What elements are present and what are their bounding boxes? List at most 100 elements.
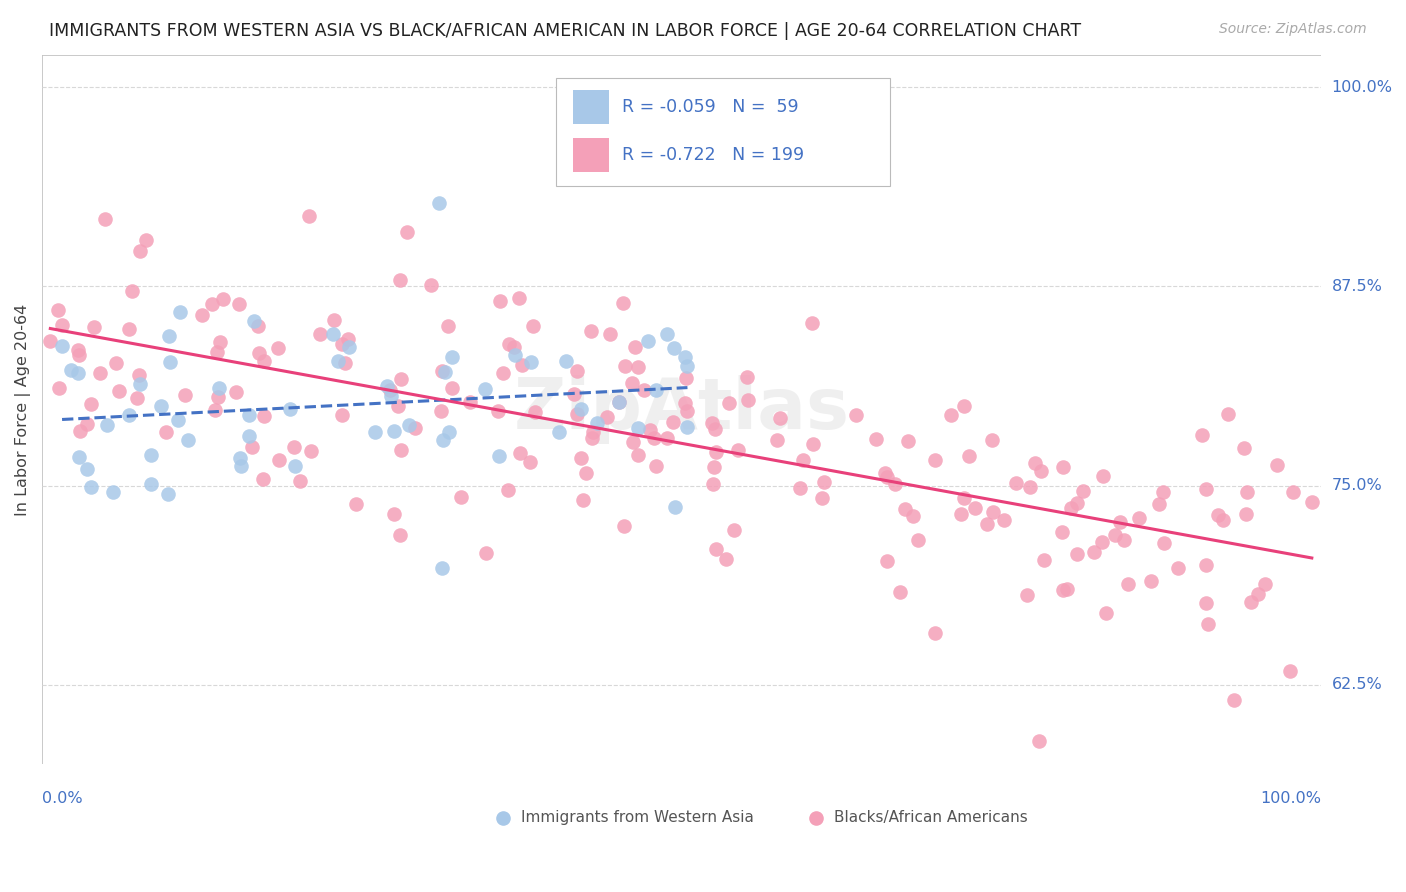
Point xyxy=(330,408,353,422)
Point xyxy=(1050,524,1073,539)
Point xyxy=(1118,577,1140,591)
Point xyxy=(612,296,634,310)
Point xyxy=(141,449,163,463)
Point xyxy=(702,477,724,491)
Point xyxy=(621,376,644,390)
Point xyxy=(201,297,224,311)
Point xyxy=(657,327,679,342)
Point xyxy=(322,313,344,327)
Point xyxy=(1197,616,1219,631)
Point xyxy=(1019,480,1042,494)
Point xyxy=(586,416,609,430)
Point xyxy=(94,212,117,227)
Point xyxy=(565,364,588,378)
Point xyxy=(51,339,73,353)
Point xyxy=(173,388,195,402)
Point xyxy=(298,209,321,223)
Point xyxy=(1031,464,1053,478)
Point xyxy=(875,466,897,480)
Point xyxy=(80,480,103,494)
Point xyxy=(508,291,530,305)
Point xyxy=(1152,485,1174,500)
Point xyxy=(1140,574,1163,589)
Point xyxy=(643,431,665,445)
Point xyxy=(1212,513,1234,527)
Point xyxy=(228,297,250,311)
Point xyxy=(330,337,353,351)
Point xyxy=(993,512,1015,526)
Point xyxy=(337,340,360,354)
Point xyxy=(89,366,111,380)
Point xyxy=(901,509,924,524)
Point xyxy=(395,225,418,239)
Point xyxy=(118,408,141,422)
Point xyxy=(389,527,412,541)
Point xyxy=(581,431,603,445)
Point xyxy=(1066,547,1088,561)
Point xyxy=(865,432,887,446)
Point xyxy=(637,334,659,348)
Point xyxy=(432,561,454,575)
Point xyxy=(1301,494,1323,508)
Point xyxy=(207,390,229,404)
Point xyxy=(638,423,661,437)
Point xyxy=(67,367,90,381)
Point xyxy=(67,450,90,464)
Point xyxy=(572,493,595,508)
Point xyxy=(205,345,228,359)
Point xyxy=(322,326,344,341)
Point xyxy=(1153,536,1175,550)
Point xyxy=(503,340,526,354)
Point xyxy=(1071,483,1094,498)
Point xyxy=(382,424,405,438)
Point xyxy=(267,341,290,355)
Point xyxy=(46,303,69,318)
Point xyxy=(644,383,666,397)
Point xyxy=(1206,508,1229,523)
Text: IMMIGRANTS FROM WESTERN ASIA VS BLACK/AFRICAN AMERICAN IN LABOR FORCE | AGE 20-6: IMMIGRANTS FROM WESTERN ASIA VS BLACK/AF… xyxy=(49,22,1081,40)
Point xyxy=(108,384,131,398)
Point xyxy=(1060,500,1083,515)
Point xyxy=(474,382,496,396)
Point xyxy=(129,244,152,259)
Point xyxy=(1265,458,1288,472)
Point xyxy=(548,425,571,439)
Point xyxy=(238,408,260,422)
Point xyxy=(125,392,148,406)
Point xyxy=(1066,496,1088,510)
Point xyxy=(735,369,758,384)
Point xyxy=(1240,595,1263,609)
Point xyxy=(253,409,276,423)
Point xyxy=(1091,468,1114,483)
Point xyxy=(83,319,105,334)
Point xyxy=(1094,606,1116,620)
Point xyxy=(676,359,699,373)
Point xyxy=(437,425,460,439)
Point xyxy=(159,355,181,369)
Point xyxy=(512,358,534,372)
Point xyxy=(101,484,124,499)
Point xyxy=(288,474,311,488)
Point xyxy=(907,533,929,547)
Point xyxy=(676,404,699,418)
Point xyxy=(48,381,70,395)
Point xyxy=(509,446,531,460)
Point xyxy=(419,278,441,293)
Point xyxy=(432,433,454,447)
Point xyxy=(437,318,460,333)
Point xyxy=(488,293,510,308)
Point xyxy=(80,397,103,411)
Point xyxy=(166,413,188,427)
Point xyxy=(328,353,350,368)
Point xyxy=(792,453,814,467)
Point xyxy=(673,350,696,364)
Bar xyxy=(574,138,609,172)
Point xyxy=(723,523,745,537)
Point xyxy=(801,437,824,451)
Point xyxy=(157,329,180,343)
Point xyxy=(607,395,630,409)
Point xyxy=(1056,582,1078,596)
Point xyxy=(700,416,723,430)
Point xyxy=(375,379,398,393)
Point xyxy=(599,327,621,342)
